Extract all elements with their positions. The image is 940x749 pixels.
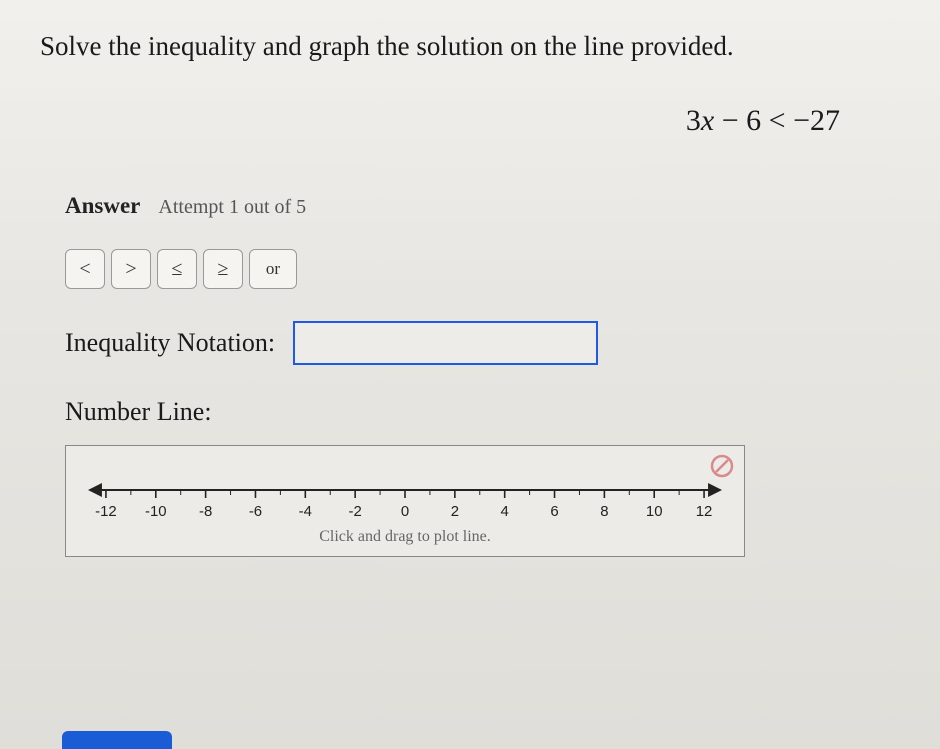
svg-text:-10: -10 bbox=[145, 503, 167, 520]
svg-text:10: 10 bbox=[646, 503, 663, 520]
submit-button-partial[interactable] bbox=[62, 731, 172, 749]
question-text: Solve the inequality and graph the solut… bbox=[40, 28, 900, 64]
equation: 3x − 6 < −27 bbox=[40, 104, 900, 138]
svg-text:-12: -12 bbox=[95, 503, 117, 520]
greater-equal-button[interactable]: ≥ bbox=[203, 249, 243, 289]
answer-label: Answer bbox=[65, 193, 140, 218]
cancel-icon[interactable] bbox=[710, 454, 734, 478]
svg-text:8: 8 bbox=[600, 503, 608, 520]
inequality-label: Inequality Notation: bbox=[65, 328, 275, 358]
attempt-text: Attempt 1 out of 5 bbox=[158, 196, 306, 218]
svg-text:-8: -8 bbox=[199, 503, 212, 520]
answer-header: Answer Attempt 1 out of 5 bbox=[65, 193, 900, 219]
svg-text:4: 4 bbox=[501, 503, 509, 520]
problem-page: Solve the inequality and graph the solut… bbox=[0, 0, 940, 749]
svg-text:-4: -4 bbox=[299, 503, 312, 520]
less-than-button[interactable]: < bbox=[65, 249, 105, 289]
number-line-hint: Click and drag to plot line. bbox=[86, 528, 724, 546]
svg-text:-6: -6 bbox=[249, 503, 262, 520]
svg-text:-2: -2 bbox=[349, 503, 362, 520]
number-line-box[interactable]: -12 -10 -8 -6 -4 -2 0 2 4 6 8 10 12 Click and drag t… bbox=[65, 445, 745, 557]
number-line-label: Number Line: bbox=[65, 397, 900, 427]
number-line-axis[interactable]: -12 -10 -8 -6 -4 -2 0 2 4 6 8 10 12 bbox=[86, 466, 724, 526]
symbol-button-row: < > ≤ ≥ or bbox=[65, 249, 900, 289]
greater-than-button[interactable]: > bbox=[111, 249, 151, 289]
svg-text:2: 2 bbox=[451, 503, 459, 520]
less-equal-button[interactable]: ≤ bbox=[157, 249, 197, 289]
svg-text:12: 12 bbox=[696, 503, 713, 520]
inequality-input[interactable] bbox=[293, 321, 598, 365]
or-button[interactable]: or bbox=[249, 249, 297, 289]
svg-text:6: 6 bbox=[550, 503, 558, 520]
svg-text:0: 0 bbox=[401, 503, 409, 520]
inequality-row: Inequality Notation: bbox=[65, 321, 900, 365]
